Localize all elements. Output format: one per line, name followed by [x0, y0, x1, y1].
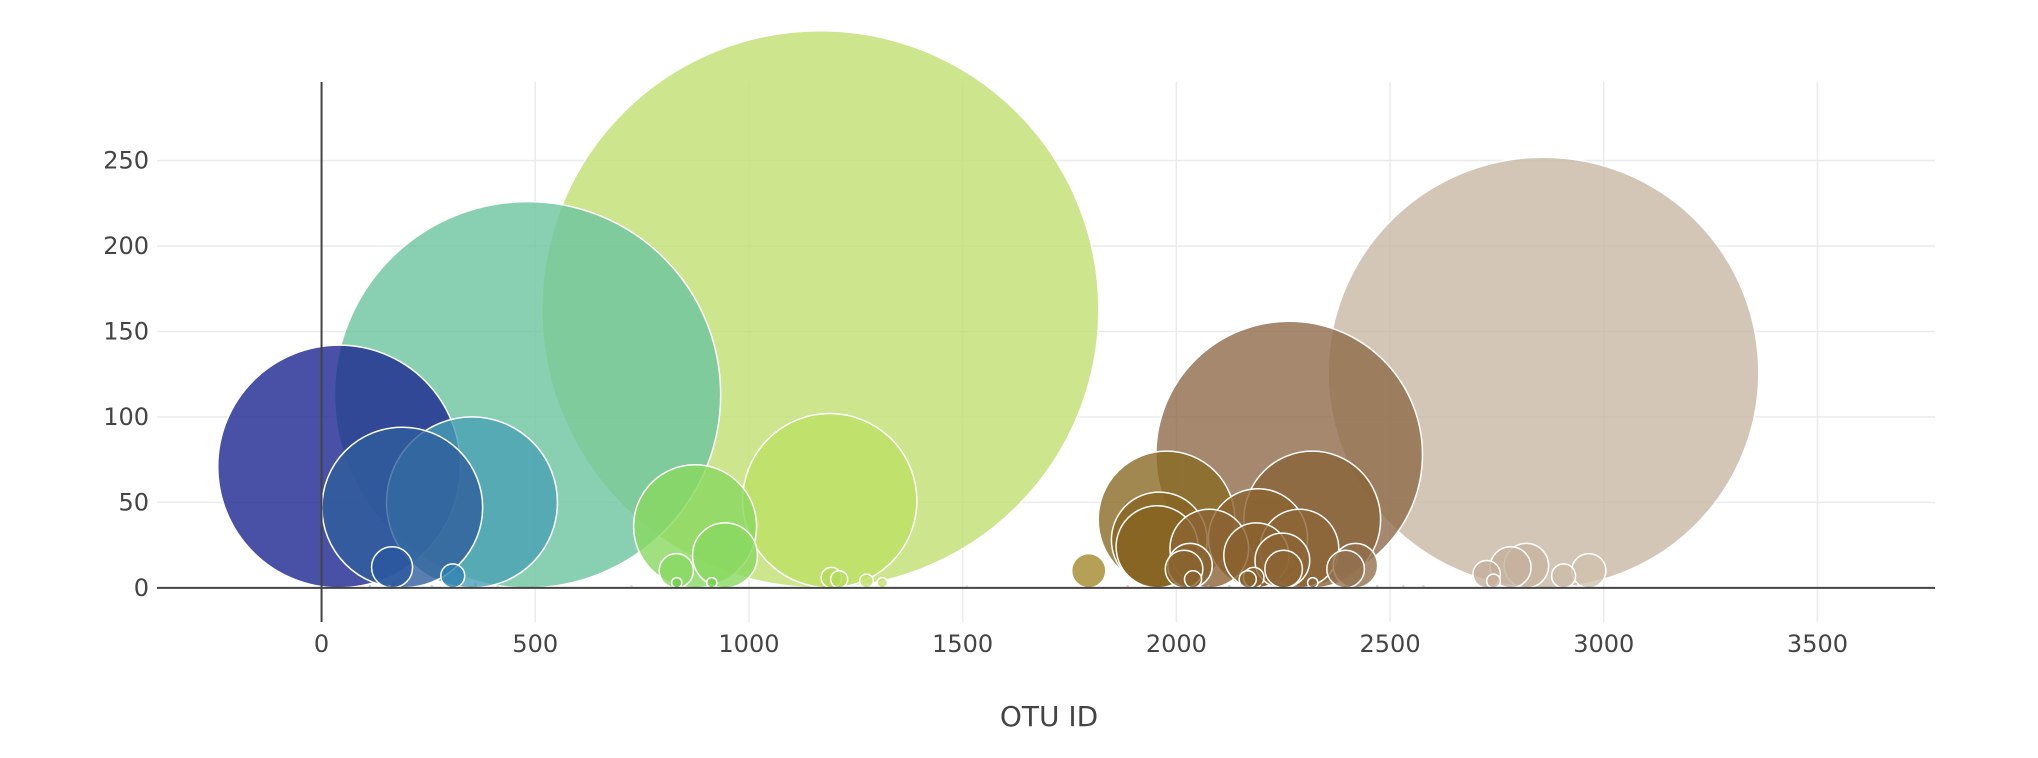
- y-tick-label: 50: [118, 488, 149, 516]
- bubble-point: [1207, 584, 1210, 588]
- bubble-point: [1574, 583, 1578, 586]
- bubble-point: [1402, 584, 1405, 588]
- bubble-point: [670, 576, 683, 589]
- bubble-point: [1070, 552, 1107, 589]
- bubble-point: [430, 584, 434, 588]
- bubble-point: [1375, 584, 1379, 588]
- x-axis-title: OTU ID: [1000, 700, 1098, 733]
- bubble-point: [826, 583, 829, 586]
- bubble-point: [1260, 583, 1264, 586]
- bubble-point: [1550, 563, 1577, 589]
- bubble-point: [705, 576, 718, 589]
- bubble-point: [388, 584, 391, 588]
- y-tick-label: 200: [103, 232, 149, 260]
- x-tick-label: 0: [314, 630, 329, 658]
- bubble-point: [1158, 583, 1161, 586]
- x-tick-label: 2000: [1146, 630, 1207, 658]
- bubble-point: [1485, 573, 1502, 589]
- bubble-point: [1570, 552, 1607, 589]
- bubble-point: [741, 412, 918, 589]
- bubble-point: [440, 563, 466, 589]
- bubble-point: [1183, 569, 1203, 589]
- bubble-point: [540, 584, 544, 588]
- bubble-point: [1238, 569, 1258, 589]
- bubble-point: [1326, 549, 1366, 589]
- x-tick-label: 1500: [932, 630, 993, 658]
- bubble-point: [1126, 584, 1129, 588]
- bubble-point: [1279, 583, 1282, 586]
- bubble-point: [370, 546, 414, 589]
- tick-labels: 0 500 1000 1500 2000 2500 3000 3500 0 50 100 150 200…: [103, 147, 1848, 658]
- bubble-point: [1306, 576, 1319, 589]
- bubble-point: [1228, 584, 1231, 588]
- y-tick-label: 150: [103, 317, 149, 345]
- axes: [157, 82, 1935, 622]
- x-tick-label: 3500: [1787, 630, 1848, 658]
- x-tick-label: 1000: [718, 630, 779, 658]
- bubble-point: [1264, 549, 1304, 589]
- bubble-point: [876, 576, 889, 589]
- y-tick-label: 100: [103, 403, 149, 431]
- bubble-point: [1422, 584, 1425, 588]
- bubble-point: [858, 573, 875, 589]
- bubble-point: [965, 584, 969, 588]
- y-tick-label: 250: [103, 147, 149, 175]
- bubble-point: [474, 583, 477, 586]
- bubbles: [216, 29, 1760, 589]
- x-tick-label: 500: [512, 630, 558, 658]
- bubble-point: [496, 584, 499, 588]
- x-tick-label: 2500: [1360, 630, 1421, 658]
- bubble-point: [630, 584, 633, 588]
- x-tick-label: 3000: [1573, 630, 1634, 658]
- y-tick-label: 0: [134, 574, 149, 602]
- bubble-point: [392, 583, 396, 586]
- bubble-point: [829, 569, 849, 589]
- bubble-point: [691, 522, 759, 589]
- bubble-point: [368, 584, 372, 588]
